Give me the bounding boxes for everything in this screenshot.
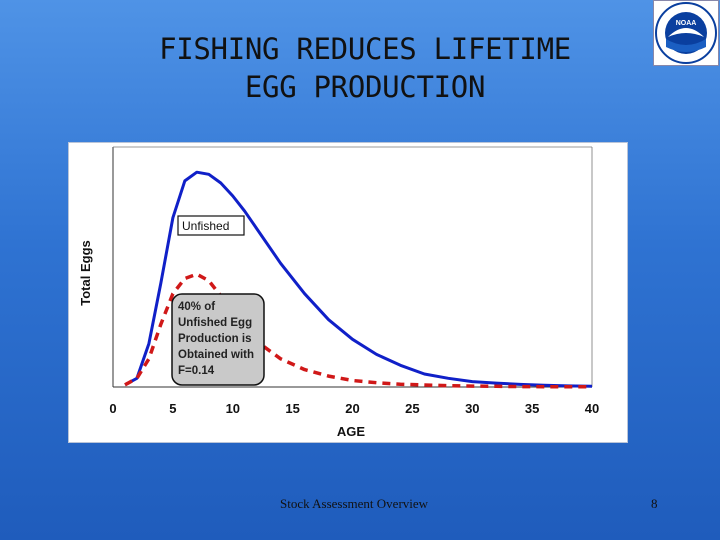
page-number: 8 <box>651 496 658 511</box>
fished-note-line-2: Unfished Egg <box>178 317 252 329</box>
fished-note-line-3: Production is <box>178 333 251 345</box>
chart-panel <box>68 142 628 443</box>
x-tick-label: 35 <box>525 401 539 416</box>
slide-title-line-1: FISHING REDUCES LIFETIME <box>159 32 571 66</box>
x-tick-label: 5 <box>169 401 176 416</box>
x-tick-label: 25 <box>405 401 419 416</box>
slide-title: FISHING REDUCES LIFETIME EGG PRODUCTION <box>95 30 635 106</box>
x-axis-label: AGE <box>337 424 366 439</box>
x-tick-label: 15 <box>285 401 299 416</box>
series-line-1 <box>124 170 593 388</box>
slide-title-line-2: EGG PRODUCTION <box>244 70 486 104</box>
logo-text: NOAA <box>676 20 697 27</box>
y-axis-label: Total Eggs <box>78 240 93 305</box>
footer-text: Stock Assessment Overview <box>280 496 429 511</box>
fished-note-line-1: 40% of <box>178 301 215 313</box>
series-line-2 <box>124 272 592 389</box>
x-tick-label: 10 <box>226 401 240 416</box>
x-tick-label: 20 <box>345 401 359 416</box>
fished-annotation: 40% of Unfished Egg Production is Obtain… <box>171 293 265 386</box>
x-tick-label: 30 <box>465 401 479 416</box>
x-tick-label: 0 <box>109 401 116 416</box>
unfished-label: Unfished <box>182 219 229 233</box>
noaa-seal-icon: NOAA <box>655 2 717 64</box>
fished-note-line-5: F=0.14 <box>178 365 215 377</box>
noaa-logo: NOAA <box>653 0 719 66</box>
x-tick-label: 40 <box>585 401 599 416</box>
unfished-annotation: Unfished <box>177 215 245 236</box>
fished-note-line-4: Obtained with <box>178 349 254 361</box>
